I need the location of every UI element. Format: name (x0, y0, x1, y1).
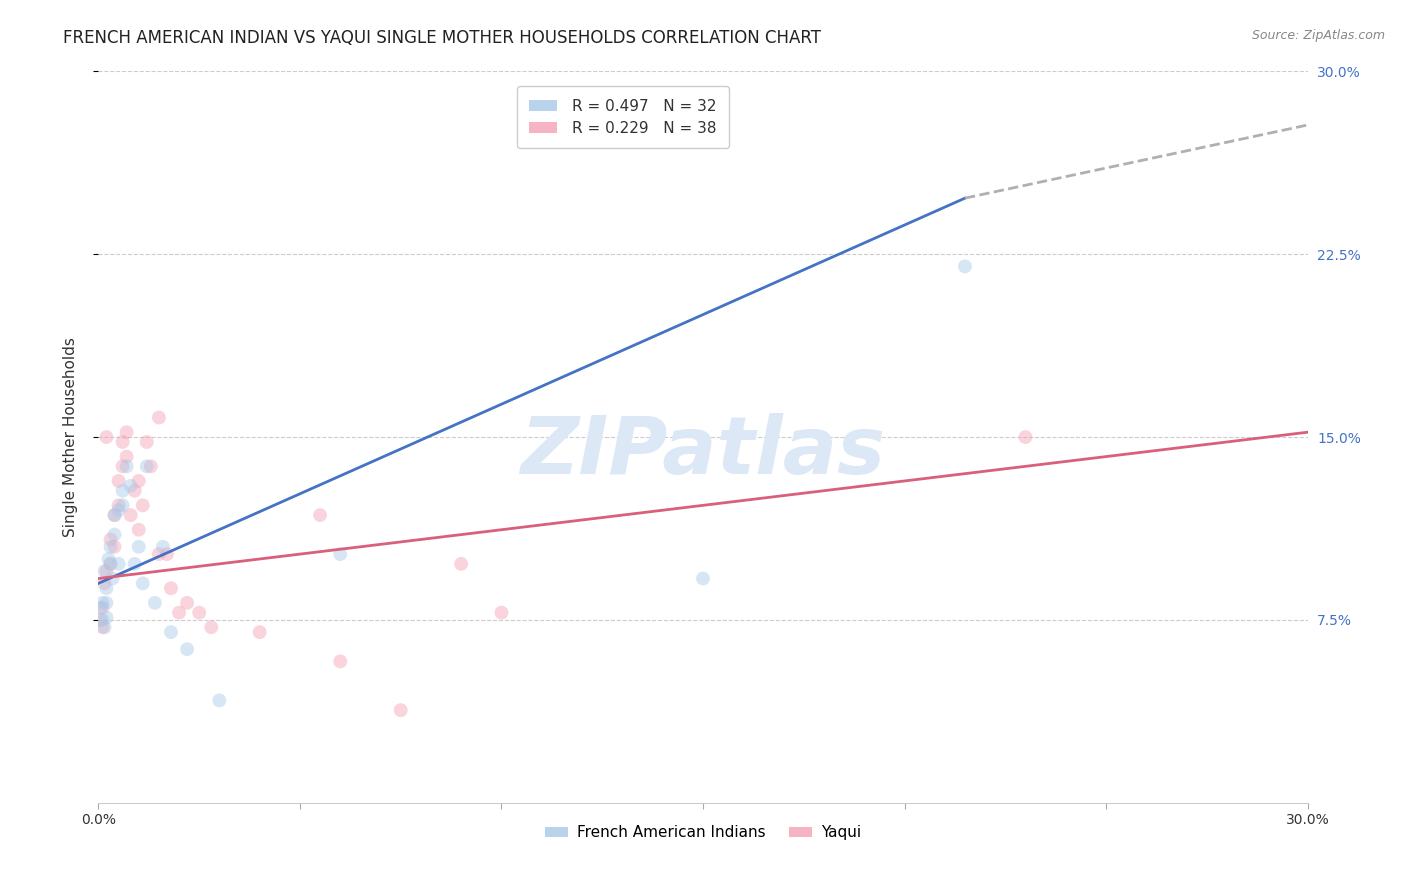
Point (160, 581, 183, 595)
Point (91, 596, 114, 610)
Point (200, 620, 222, 634)
Point (176, 642, 198, 657)
Point (329, 654, 352, 668)
Point (96, 564, 118, 578)
Point (111, 434, 134, 449)
Point (132, 499, 155, 513)
Point (107, 474, 129, 488)
Point (124, 557, 146, 571)
Y-axis label: Single Mother Households: Single Mother Households (63, 337, 77, 537)
Text: ZIPatlas: ZIPatlas (520, 413, 886, 491)
Point (100, 540, 122, 554)
Point (156, 547, 179, 561)
Point (100, 533, 122, 547)
Point (167, 606, 190, 620)
Point (115, 459, 138, 474)
Point (132, 576, 155, 591)
Point (101, 572, 124, 586)
Point (96, 581, 118, 595)
Point (111, 499, 134, 513)
Point (115, 450, 138, 464)
Point (491, 606, 513, 620)
Point (953, 260, 976, 274)
Point (103, 527, 125, 541)
Point (103, 540, 125, 554)
Point (107, 503, 129, 517)
Point (120, 479, 142, 493)
Point (128, 540, 150, 554)
Point (124, 483, 146, 498)
Point (329, 547, 352, 561)
Point (103, 508, 125, 522)
Point (148, 547, 170, 561)
Point (143, 596, 166, 610)
Text: Source: ZipAtlas.com: Source: ZipAtlas.com (1251, 29, 1385, 42)
Point (450, 557, 472, 571)
Point (107, 557, 129, 571)
Point (309, 508, 332, 522)
Point (103, 508, 125, 522)
Point (249, 625, 271, 640)
Point (160, 625, 183, 640)
Point (128, 523, 150, 537)
Point (89, 613, 111, 627)
Point (111, 459, 134, 474)
Point (148, 410, 170, 425)
Point (93, 576, 115, 591)
Point (93, 620, 115, 634)
Point (111, 483, 134, 498)
Point (135, 434, 157, 449)
Point (100, 557, 122, 571)
Point (135, 459, 157, 474)
Point (91, 600, 114, 615)
Point (389, 703, 412, 717)
Point (93, 564, 115, 578)
Point (96, 430, 118, 444)
Point (107, 499, 129, 513)
Point (96, 610, 118, 624)
Point (176, 596, 198, 610)
Point (91, 613, 114, 627)
Point (100, 557, 122, 571)
Point (89, 600, 111, 615)
Point (188, 606, 211, 620)
Point (692, 572, 714, 586)
Point (152, 540, 174, 554)
Point (139, 459, 162, 474)
Point (128, 474, 150, 488)
Point (115, 425, 138, 440)
Point (120, 508, 142, 522)
Point (208, 693, 231, 707)
Text: FRENCH AMERICAN INDIAN VS YAQUI SINGLE MOTHER HOUSEHOLDS CORRELATION CHART: FRENCH AMERICAN INDIAN VS YAQUI SINGLE M… (63, 29, 821, 46)
Point (96, 596, 118, 610)
Point (97, 552, 120, 566)
Point (1014, 430, 1036, 444)
Legend: French American Indians, Yaqui: French American Indians, Yaqui (538, 819, 868, 847)
Point (91, 620, 114, 634)
